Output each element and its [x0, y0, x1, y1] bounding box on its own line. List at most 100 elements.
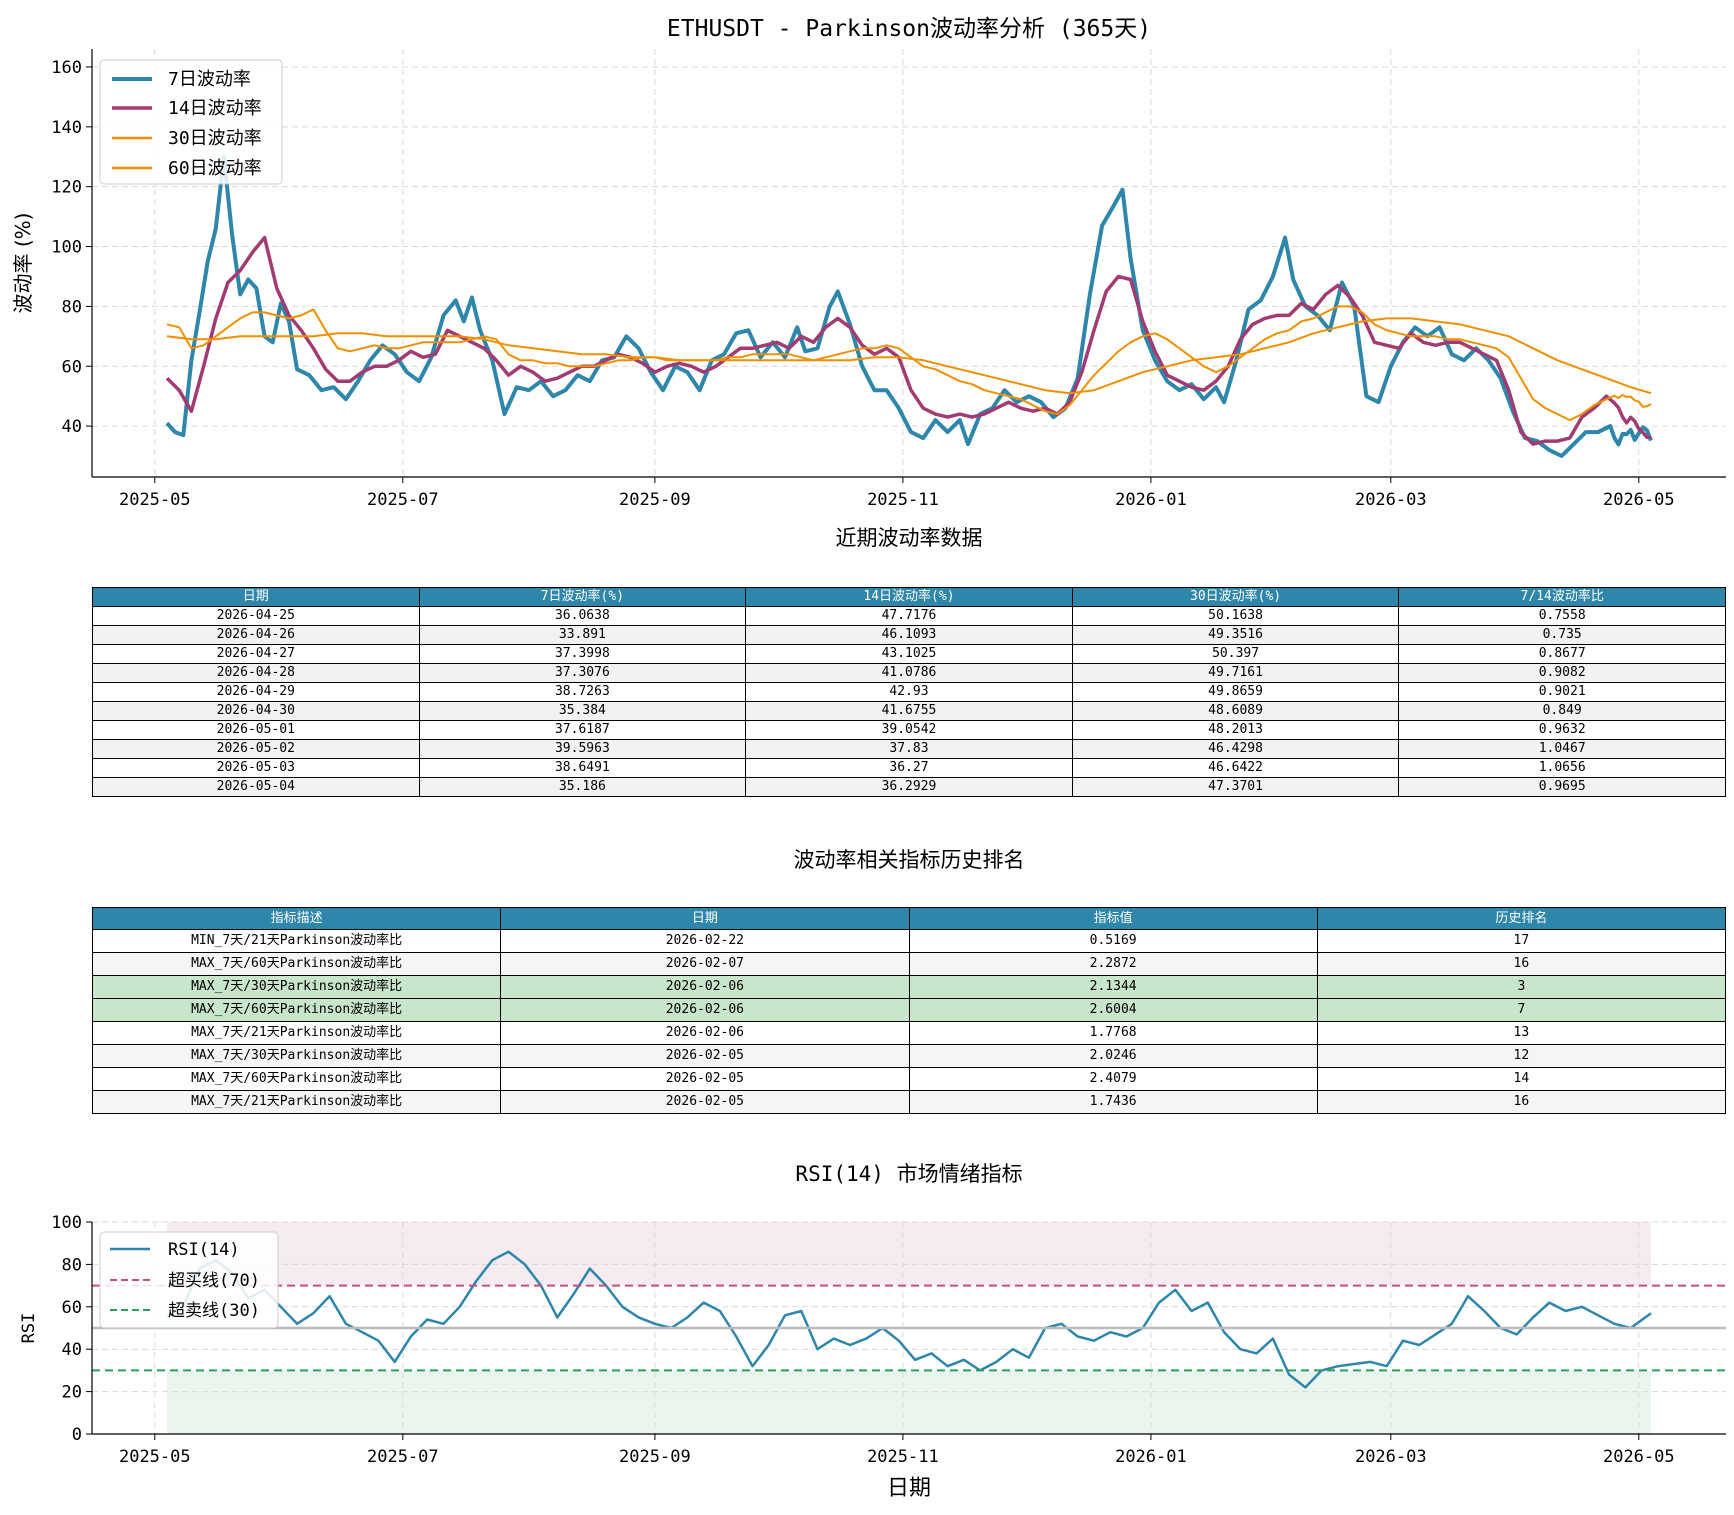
- table-cell: 2.1344: [908, 975, 1318, 999]
- table-cell: 37.3998: [418, 644, 747, 664]
- table-cell: 16: [1316, 1090, 1727, 1114]
- table-cell: 46.6422: [1071, 758, 1400, 778]
- table-cell: MAX_7天/60天Parkinson波动率比: [91, 952, 502, 976]
- main-chart-legend: 7日波动率 14日波动率 30日波动率 60日波动率: [99, 59, 283, 185]
- table-cell: 46.4298: [1071, 739, 1400, 759]
- table-cell: 37.3076: [418, 663, 747, 683]
- oversold-zone: [167, 1370, 1651, 1434]
- table-cell: 36.0638: [418, 606, 747, 626]
- table-row: 2026-04-26 33.891 46.1093 49.3516 0.735: [92, 625, 1726, 645]
- series-line-14d: [165, 235, 1652, 446]
- table-cell: 2026-02-05: [500, 1090, 910, 1114]
- table1-header-row: 日期 7日波动率(%) 14日波动率(%) 30日波动率(%) 7/14波动率比: [92, 587, 1726, 607]
- table-cell: 42.93: [745, 682, 1073, 702]
- x-tick-label: 2025-07: [367, 1447, 439, 1467]
- y-tick-label: 80: [62, 1255, 82, 1275]
- table-cell: 2026-04-25: [92, 606, 420, 626]
- table-cell: 0.8677: [1398, 644, 1726, 664]
- x-tick-label: 2026-05: [1603, 1447, 1675, 1467]
- main-chart-x-ticks: 2025-05 2025-07 2025-09 2025-11 2026-01 2026-…: [119, 477, 1675, 510]
- table2-header-cell: 指标值: [908, 907, 1318, 930]
- table-row: MAX_7天/30天Parkinson波动率比 2026-02-05 2.0246 1…: [91, 1044, 1727, 1068]
- table-cell: 2026-05-01: [92, 720, 420, 740]
- table-row: 2026-04-27 37.3998 43.1025 50.397 0.8677: [92, 644, 1726, 664]
- table-cell: 0.735: [1398, 625, 1726, 645]
- table-cell: 39.0542: [745, 720, 1073, 740]
- table-cell: MAX_7天/21天Parkinson波动率比: [91, 1021, 502, 1045]
- x-tick-label: 2026-03: [1355, 490, 1427, 510]
- table1-title: 近期波动率数据: [835, 526, 983, 550]
- table-cell: 2.6004: [908, 998, 1318, 1022]
- table-cell: MAX_7天/30天Parkinson波动率比: [91, 975, 502, 999]
- table2-header-row: 指标描述 日期 指标值 历史排名: [91, 907, 1727, 930]
- table-row: 2026-05-01 37.6187 39.0542 48.2013 0.9632: [92, 720, 1726, 740]
- table1-header-cell: 日期: [92, 587, 420, 607]
- y-tick-label: 100: [51, 1213, 82, 1233]
- table-cell: 2026-02-06: [500, 1021, 910, 1045]
- table2-header-cell: 历史排名: [1316, 907, 1727, 930]
- x-tick-label: 2025-11: [867, 490, 939, 510]
- table-cell: 2026-04-30: [92, 701, 420, 721]
- table-cell: 2.4079: [908, 1067, 1318, 1091]
- table-row: MAX_7天/60天Parkinson波动率比 2026-02-07 2.2872 1…: [91, 952, 1727, 976]
- legend-label-60d: 60日波动率: [168, 158, 262, 179]
- y-tick-label: 60: [62, 1298, 82, 1318]
- y-tick-label: 20: [62, 1383, 82, 1403]
- x-tick-label: 2025-11: [867, 1447, 939, 1467]
- series-line-rsi: [166, 1250, 1652, 1389]
- table-cell: 38.6491: [418, 758, 747, 778]
- table1-header-cell: 30日波动率(%): [1071, 587, 1400, 607]
- table-row: 2026-04-30 35.384 41.6755 48.6089 0.849: [92, 701, 1726, 721]
- x-tick-label: 2026-01: [1115, 1447, 1187, 1467]
- rsi-chart-ylabel: RSI: [19, 1313, 39, 1344]
- table-cell: 47.3701: [1071, 777, 1400, 797]
- rsi-chart-x-ticks: 2025-05 2025-07 2025-09 2025-11 2026-01 2026-…: [119, 1434, 1675, 1467]
- series-line-60d: [166, 317, 1652, 395]
- table-cell: 0.849: [1398, 701, 1726, 721]
- x-tick-label: 2025-05: [119, 490, 191, 510]
- table-cell: 2026-04-26: [92, 625, 420, 645]
- main-chart-ylabel: 波动率 (%): [11, 213, 35, 314]
- legend-label-overbought: 超买线(70): [168, 1271, 260, 1291]
- table-cell: 36.27: [745, 758, 1073, 778]
- table-cell: 2.0246: [908, 1044, 1318, 1068]
- table-row: 2026-04-29 38.7263 42.93 49.8659 0.9021: [92, 682, 1726, 702]
- table-cell: 2026-02-05: [500, 1067, 910, 1091]
- overbought-zone: [167, 1222, 1651, 1286]
- y-tick-label: 0: [72, 1425, 82, 1445]
- table-cell: 2.2872: [908, 952, 1318, 976]
- table-cell: MIN_7天/21天Parkinson波动率比: [91, 929, 502, 953]
- table1-header-cell: 7/14波动率比: [1398, 587, 1726, 607]
- rsi-chart-legend: RSI(14) 超买线(70) 超卖线(30): [99, 1231, 279, 1329]
- table-cell: 48.6089: [1071, 701, 1400, 721]
- table-cell: 36.2929: [745, 777, 1073, 797]
- table-cell: 39.5963: [418, 739, 747, 759]
- table-cell: 2026-05-03: [92, 758, 420, 778]
- y-tick-label: 40: [62, 417, 82, 437]
- rsi-chart-y-ticks: 0 20 40 60 80 100: [51, 1213, 92, 1445]
- table-cell: 1.0656: [1398, 758, 1726, 778]
- table-cell: MAX_7天/21天Parkinson波动率比: [91, 1090, 502, 1114]
- series-line-30d: [166, 305, 1652, 422]
- main-chart-y-ticks: 40 60 80 100 120 140 160: [51, 58, 92, 437]
- table1-header-cell: 7日波动率(%): [418, 587, 747, 607]
- legend-label-30d: 30日波动率: [168, 128, 262, 149]
- table-cell: 0.5169: [908, 929, 1318, 953]
- y-tick-label: 40: [62, 1340, 82, 1360]
- table-row: 2026-05-03 38.6491 36.27 46.6422 1.0656: [92, 758, 1726, 778]
- table-row: MAX_7天/21天Parkinson波动率比 2026-02-05 1.7436 1…: [91, 1090, 1727, 1114]
- x-tick-label: 2025-05: [119, 1447, 191, 1467]
- table-cell: 13: [1316, 1021, 1727, 1045]
- table-cell: 0.9082: [1398, 663, 1726, 683]
- table-cell: 0.9021: [1398, 682, 1726, 702]
- table-cell: MAX_7天/60天Parkinson波动率比: [91, 998, 502, 1022]
- table-cell: 1.7436: [908, 1090, 1318, 1114]
- table-cell: 37.6187: [418, 720, 747, 740]
- table-row: MAX_7天/30天Parkinson波动率比 2026-02-06 2.1344 3: [91, 975, 1727, 999]
- y-tick-label: 100: [51, 238, 82, 258]
- table-cell: 49.7161: [1071, 663, 1400, 683]
- table-row: 2026-04-25 36.0638 47.7176 50.1638 0.7558: [92, 606, 1726, 626]
- x-tick-label: 2026-01: [1115, 490, 1187, 510]
- main-chart-plot-area: [165, 154, 1653, 458]
